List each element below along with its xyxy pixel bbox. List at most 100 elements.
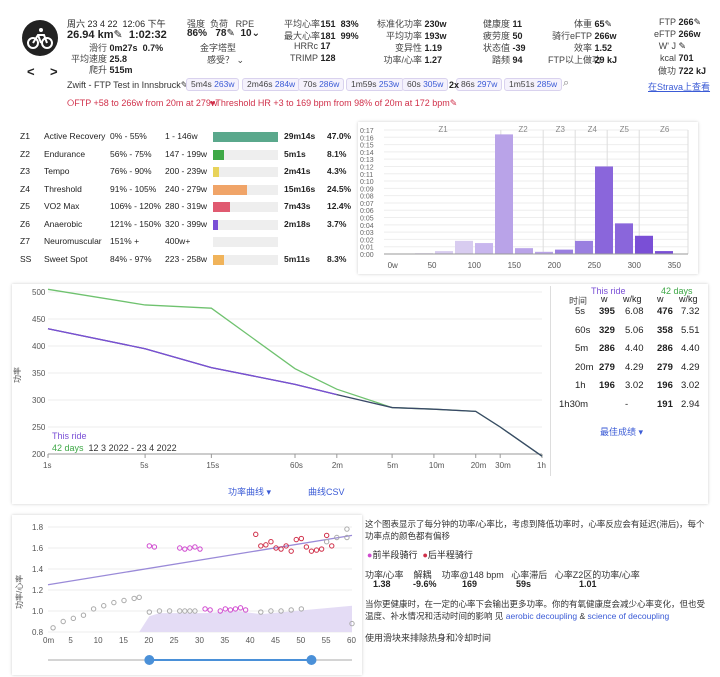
search-icon[interactable]: ⌕ (563, 77, 570, 89)
power-curve-panel (12, 284, 708, 504)
interval-chip[interactable]: 1m51s 285w (504, 78, 563, 91)
threshold-alert[interactable]: ♥Threshold HR +3 to 169 bpm from 98% of … (210, 98, 458, 108)
feel-select[interactable]: 感受？ ⌄ (207, 55, 245, 65)
legend-this-ride: This ride (52, 431, 87, 441)
best-row-wkg: 6.08 (625, 306, 644, 317)
best-efforts-link[interactable]: 最佳成绩 ▾ (600, 427, 644, 437)
y-tick: 0:04 (360, 223, 374, 230)
zone-label: Z5 (620, 125, 630, 134)
best-row-time: 20m (575, 361, 594, 373)
zone-time: 7m43s (284, 201, 311, 211)
best-row-time: 5m (575, 343, 589, 354)
x-tick: 15s (206, 461, 219, 470)
best-row-w: 329 (599, 324, 615, 336)
pwhr-stat: 功率/心率 1.27 (383, 55, 443, 65)
x-tick: 5 (68, 636, 73, 645)
np-stat: 标准化功率 230w (376, 19, 447, 29)
intensity-values[interactable]: 86% 78✎ 10⌄ (187, 28, 260, 39)
curve-csv-link[interactable]: 曲线CSV (308, 487, 345, 497)
best-row-w2: 191 (657, 398, 673, 410)
activity-distance[interactable]: 26.94 km✎ 1:02:32 (67, 29, 167, 41)
histogram-bar (595, 166, 613, 254)
decoupling-legend: ●前半段骑行 ●后半程骑行 (367, 550, 473, 560)
prev-activity-button[interactable]: < (27, 64, 35, 79)
scatter-point (293, 536, 299, 543)
sample-point (70, 615, 77, 622)
science-decoupling-link[interactable]: science of decoupling (587, 611, 670, 621)
eftp2-stat: eFTP 266w (653, 29, 701, 39)
next-activity-button[interactable]: > (50, 64, 58, 79)
aerobic-decoupling-link[interactable]: aerobic decoupling (505, 611, 578, 621)
y-tick: 400 (32, 342, 46, 351)
zone-pct: 0% - 55% (110, 131, 147, 141)
fatigue-stat: 疲劳度 50 (482, 31, 523, 41)
x-tick: 1s (43, 461, 51, 470)
eftp-stat: 骑行eFTP 266w (551, 31, 617, 41)
scatter-point (202, 606, 208, 612)
x-tick: 0m (43, 636, 54, 645)
zone-label: Z3 (556, 125, 566, 134)
zone-range: 147 - 199w (165, 148, 208, 159)
interval-chip[interactable]: 60s 305w (402, 78, 449, 91)
zone-range: 400w+ (165, 236, 191, 246)
best-row-wkg2: 2.94 (681, 398, 700, 410)
scatter-point (217, 608, 223, 614)
activity-bike-icon (22, 20, 58, 56)
best-row-wkg2: 4.40 (681, 343, 700, 354)
y-tick: 0:00 (360, 252, 374, 259)
zone-name: Active Recovery (44, 131, 106, 141)
best-row-w: 196 (599, 380, 615, 391)
x-tick: 60s (290, 461, 303, 470)
y-tick: 0:05 (360, 216, 374, 223)
sample-point (146, 609, 153, 615)
zone-pct: 76% - 90% (110, 166, 152, 176)
scatter-point (298, 535, 305, 542)
best-row-wkg2: 5.51 (681, 324, 700, 336)
intensity-header: 强度 负荷 RPE (187, 19, 255, 29)
best-row-w: 279 (599, 361, 615, 373)
sample-point (187, 608, 193, 614)
interval-chip[interactable]: 1m59s 253w (346, 78, 405, 91)
x-tick: 100 (468, 261, 482, 270)
zone-time: 5m1s (284, 148, 306, 159)
sample-point (192, 608, 198, 614)
zone-range: 1 - 146w (165, 131, 198, 141)
zone-pct: 56% - 75% (110, 148, 152, 159)
interval-chip[interactable]: 86s 297w (456, 78, 503, 91)
y-tick: 0:07 (360, 201, 374, 208)
x-tick: 2m (332, 461, 343, 470)
ftp-alert[interactable]: ⭘FTP +58 to 266w from 20m at 279w (67, 98, 218, 108)
interval-chip[interactable]: 70s 286w (298, 78, 345, 91)
zone-id: Z2 (20, 148, 30, 159)
zone-id: Z1 (20, 131, 30, 141)
edit-icon[interactable]: ✎ (113, 29, 123, 41)
power-curve-menu[interactable]: 功率曲线 ▾ (228, 487, 272, 497)
x-tick: 50 (296, 636, 305, 645)
zone-pct: 91% - 105% (110, 183, 157, 194)
strava-link[interactable]: 在Strava上查看 (648, 82, 711, 92)
scatter-point (187, 545, 193, 551)
zone-label: Z2 (518, 125, 528, 134)
x-tick: 300 (628, 261, 642, 270)
interval-chip[interactable]: 2m46s 284w (242, 78, 301, 91)
decoupling-power148: 169 (462, 579, 478, 589)
zone-pct: 84% - 97% (110, 253, 152, 264)
interval-chip[interactable]: 5m4s 263w (186, 78, 240, 91)
x-tick: 10m (429, 461, 445, 470)
scatter-point (263, 542, 269, 548)
zone-pct: 121% - 150% (110, 218, 162, 229)
y-tick: 1.2 (32, 586, 44, 595)
scatter-point (237, 605, 244, 611)
zone-time: 2m41s (284, 166, 311, 176)
scatter-point (192, 544, 198, 550)
slider-handle-start[interactable] (144, 655, 155, 665)
best-row-wkg: 3.02 (625, 380, 644, 391)
best-header-w2: w (657, 294, 664, 304)
x-tick: 250 (588, 261, 602, 270)
hrrc-stat: HRRc 17 (294, 41, 331, 51)
scatter-point (283, 543, 289, 549)
zone-share: 12.4% (327, 201, 352, 211)
zone-label: Z1 (438, 125, 448, 134)
best-row-w2: 358 (657, 324, 673, 336)
slider-handle-end[interactable] (306, 655, 317, 665)
